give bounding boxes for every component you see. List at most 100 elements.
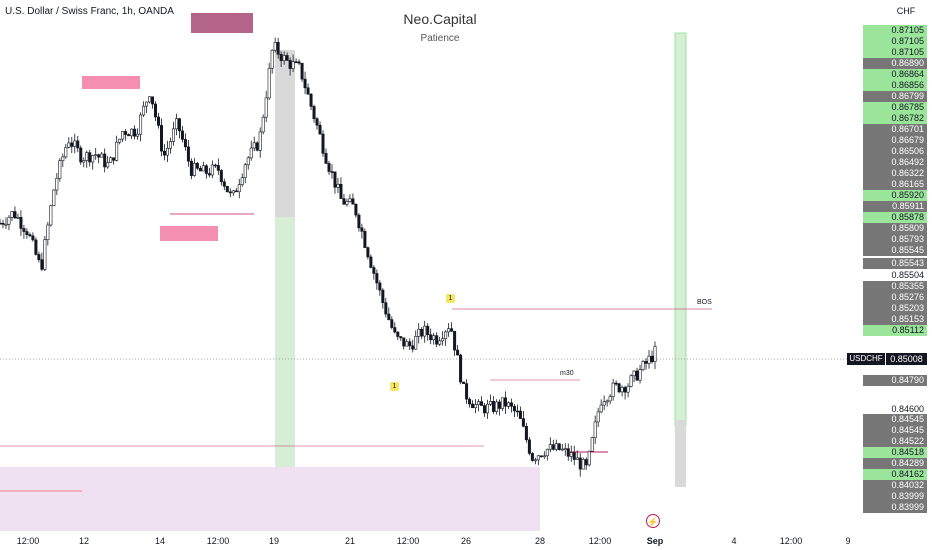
candle-body (115, 141, 119, 161)
candle-body (207, 173, 211, 176)
candle-body (542, 455, 546, 458)
candle-body (324, 153, 328, 164)
price-label: 0.85355 (863, 281, 927, 292)
candle-body (548, 444, 552, 450)
candle-body (186, 146, 190, 162)
candle-body (474, 404, 478, 409)
candle-body (49, 205, 53, 226)
candle-body (306, 87, 310, 95)
candle-body (632, 370, 636, 377)
price-label: 0.86701 (863, 124, 927, 135)
candle-body (509, 402, 513, 407)
candle-body (28, 234, 32, 237)
lightning-icon[interactable]: ⚡ (646, 514, 660, 528)
candle-body (384, 302, 388, 315)
price-label: 0.87105 (863, 25, 927, 36)
candle-body (91, 155, 95, 163)
candle-body (551, 444, 555, 450)
candle-body (154, 103, 158, 118)
candle-body (435, 335, 439, 345)
candle-body (596, 411, 600, 423)
time-label: 28 (534, 536, 546, 546)
candle-body (641, 361, 645, 371)
candle-body (441, 338, 445, 342)
candle-body (148, 96, 152, 103)
candle-body (432, 335, 436, 341)
candle-body (282, 55, 286, 61)
candle-body (252, 142, 256, 149)
time-label: 4 (731, 536, 737, 546)
candle-body (157, 116, 161, 126)
candle-body (405, 341, 409, 347)
candle-body (46, 224, 50, 240)
price-label: 0.86322 (863, 168, 927, 179)
price-label: 0.85153 (863, 314, 927, 325)
candle-body (426, 325, 430, 335)
candle-body (231, 190, 235, 194)
candle-body (234, 190, 238, 193)
candle-body (629, 375, 633, 387)
price-label: 0.84289 (863, 458, 927, 469)
candle-body (291, 61, 295, 69)
price-label: 0.86492 (863, 157, 927, 168)
candle-body (333, 171, 337, 188)
candle-body (180, 130, 184, 140)
candle-body (297, 61, 301, 64)
price-label: 0.84518 (863, 447, 927, 458)
candle-body (468, 398, 472, 405)
candle-body (372, 267, 376, 274)
candle-body (183, 139, 187, 148)
candle-body (219, 170, 223, 183)
candle-body (303, 78, 307, 89)
candle-body (19, 217, 23, 229)
candle-body (480, 401, 484, 406)
candle-body (557, 443, 561, 450)
candle-body (58, 160, 62, 179)
candle-body (228, 191, 232, 194)
time-label: 12:00 (396, 536, 420, 546)
candle-body (471, 403, 475, 409)
candle-body (237, 184, 241, 193)
candle-body (109, 157, 113, 163)
candle-body (578, 457, 582, 470)
price-label: 0.85911 (863, 201, 927, 212)
candle-body (55, 177, 59, 191)
candle-body (587, 450, 591, 466)
candle-body (653, 346, 657, 362)
candle-body (608, 396, 612, 402)
candle-body (285, 55, 289, 61)
candle-body (10, 211, 14, 218)
candle-body (423, 325, 427, 337)
candle-body (4, 223, 8, 226)
green-range-bar (275, 217, 295, 467)
bos-label: BOS (697, 299, 712, 306)
candle-body (554, 443, 558, 450)
candle-body (363, 231, 367, 248)
candle-body (142, 105, 146, 116)
candle-body (177, 118, 181, 132)
candle-body (70, 142, 74, 147)
currency-label: CHF (896, 6, 916, 16)
candle-body (420, 328, 424, 337)
price-label: 0.86890 (863, 58, 927, 69)
candle-body (599, 404, 603, 413)
candle-body (189, 160, 193, 176)
candle-body (22, 228, 26, 232)
price-label: 0.83999 (863, 491, 927, 502)
price-label: 0.86782 (863, 113, 927, 124)
candle-body (602, 401, 606, 406)
candle-body (216, 165, 220, 171)
candle-body (647, 355, 651, 364)
candle-body (450, 328, 454, 332)
time-label: 12:00 (16, 536, 40, 546)
candle-body (94, 154, 98, 156)
candle-body (124, 131, 128, 135)
candle-body (351, 198, 355, 205)
candle-body (318, 124, 322, 135)
candle-body (130, 128, 134, 137)
candle-body (288, 60, 292, 69)
candle-body (486, 403, 490, 414)
pink-zone-upper (82, 76, 140, 89)
candle-body (174, 118, 178, 130)
